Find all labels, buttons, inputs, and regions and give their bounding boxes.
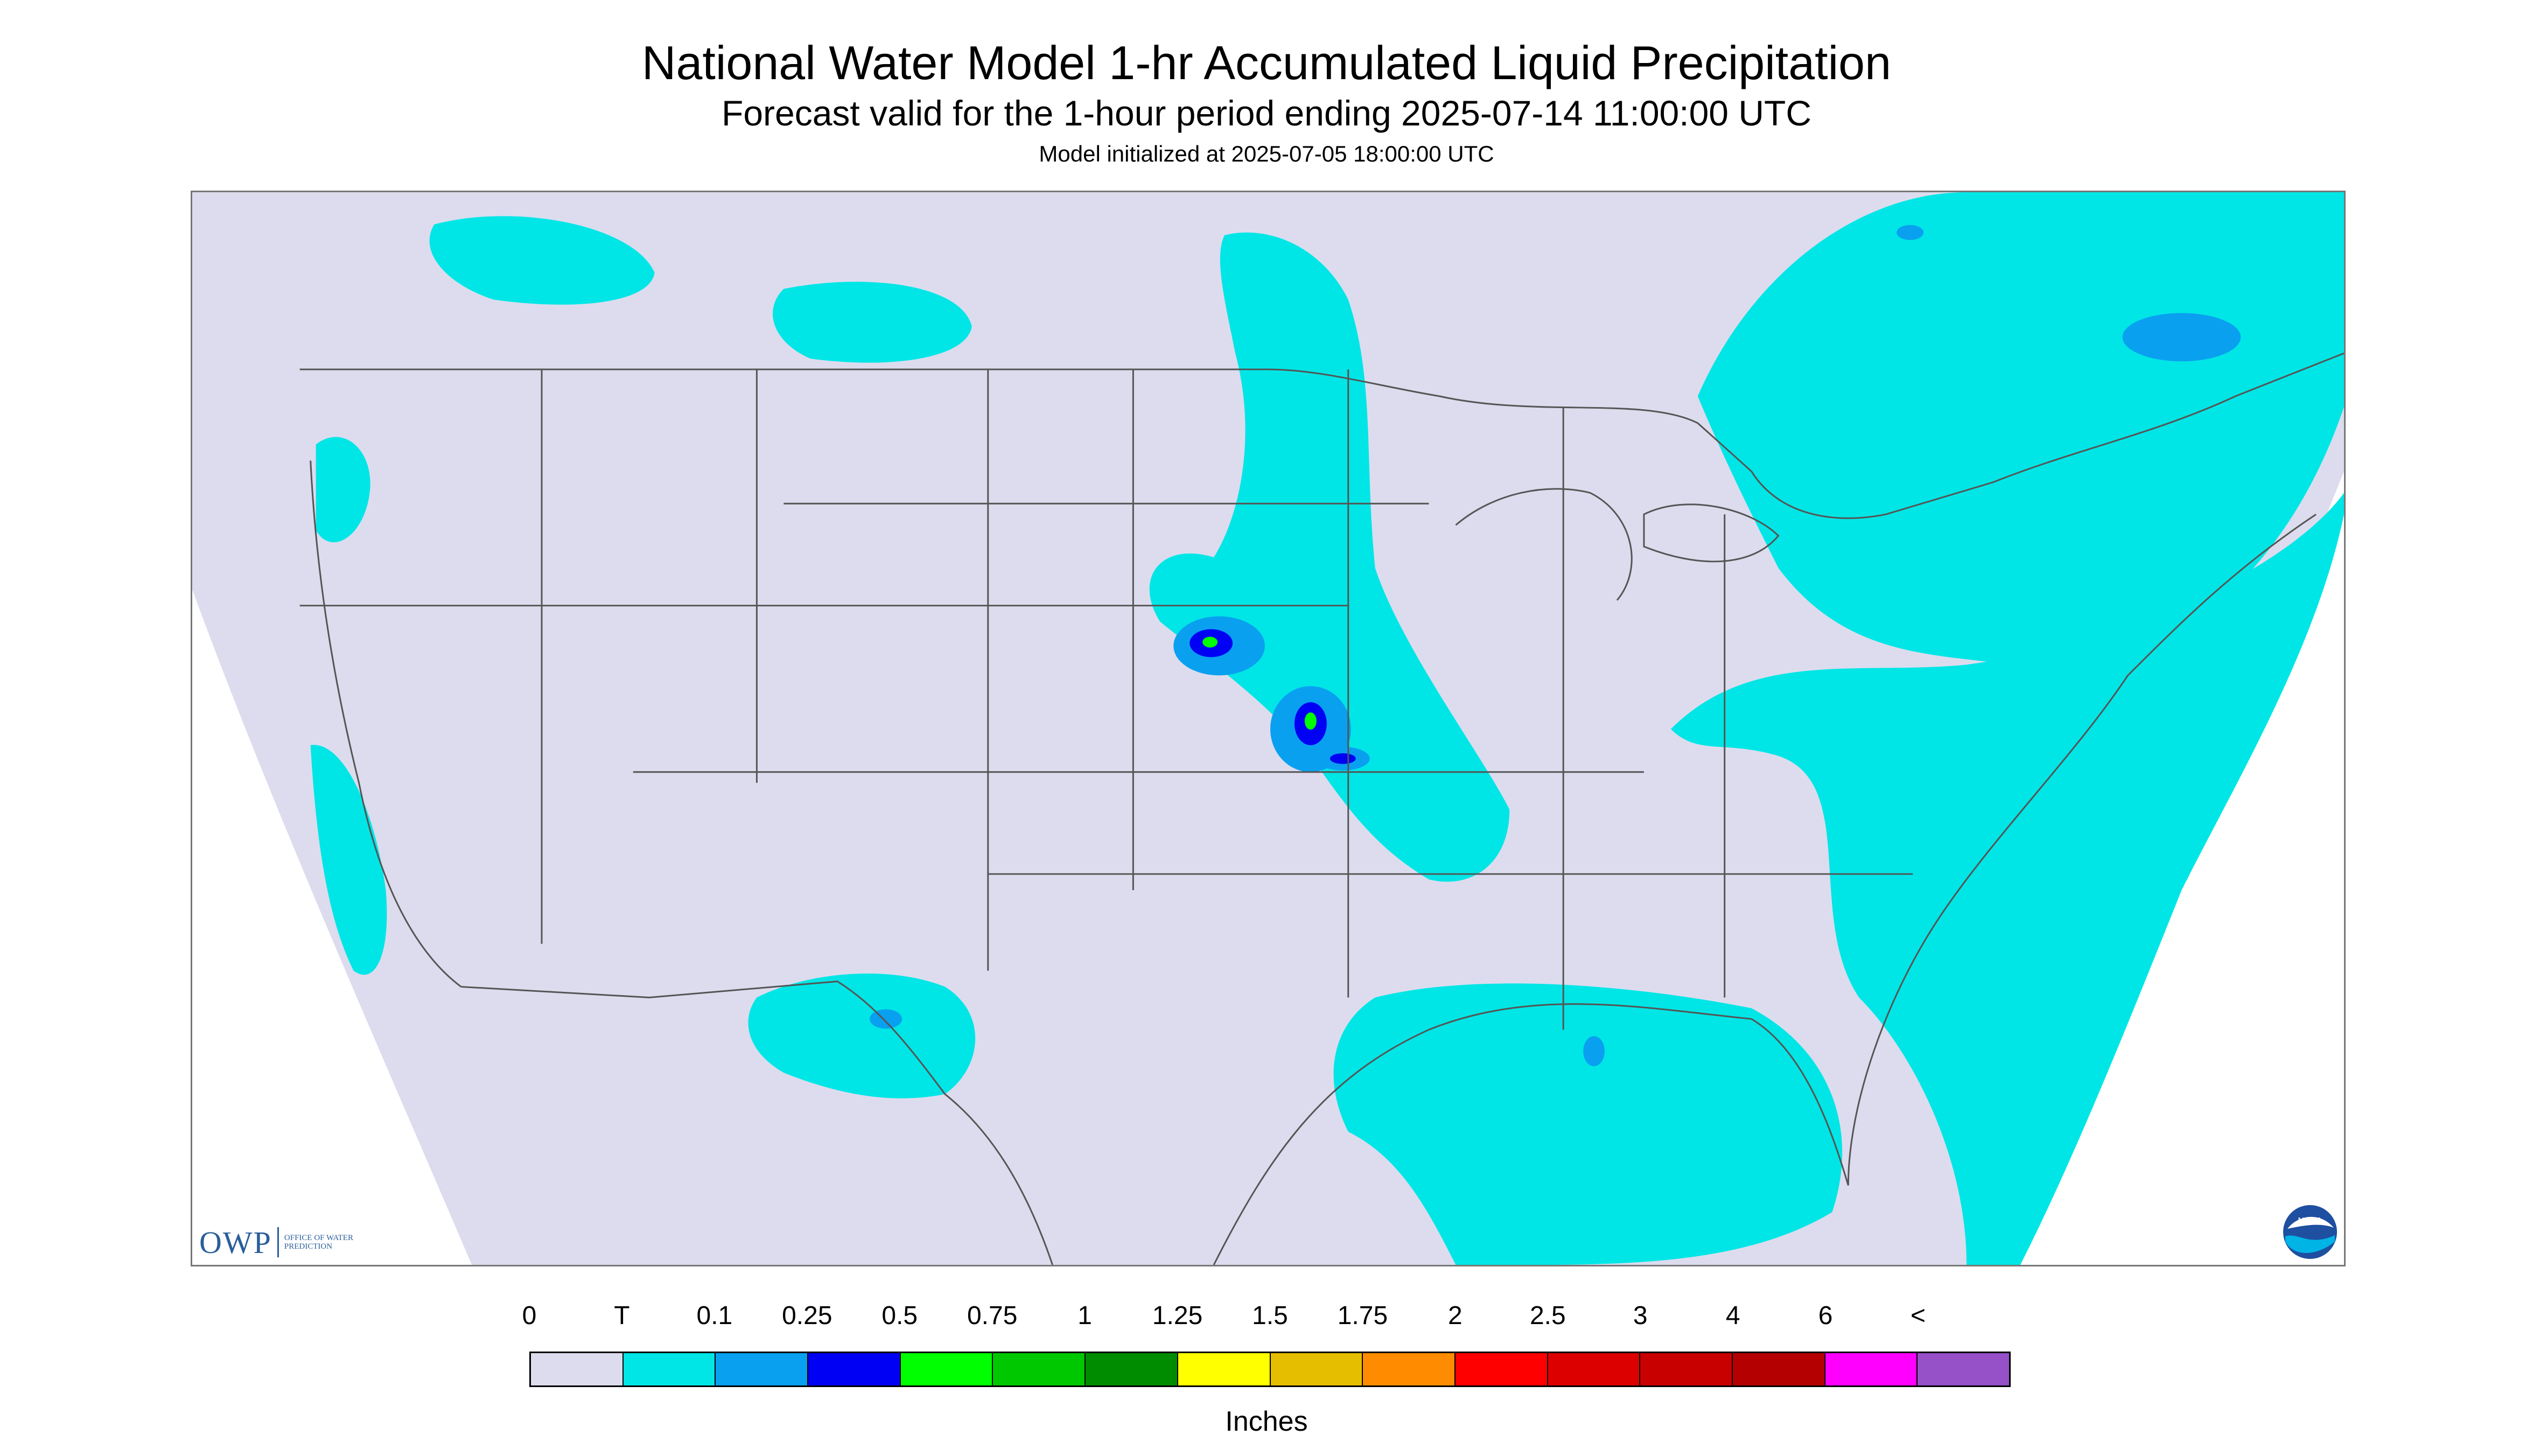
precip-area-canada-west <box>429 216 655 305</box>
atlantic-coast <box>1847 513 2317 1186</box>
precip-area-canada-east <box>1697 192 2344 676</box>
model-init-text: Model initialized at 2025-07-05 18:00:00… <box>1039 141 1494 166</box>
legend-swatch <box>1548 1353 1641 1385</box>
legend-color-bar <box>529 1352 2011 1387</box>
legend-label: < <box>1911 1301 1926 1330</box>
legend-label: 2.5 <box>1529 1301 1566 1330</box>
lake-huron-outline <box>1643 503 1780 563</box>
us-mexico-border <box>461 981 1054 1265</box>
legend-label: 4 <box>1725 1301 1740 1330</box>
noaa-emblem-icon: NOAA <box>2283 1205 2337 1259</box>
precipitation-map <box>191 191 2346 1266</box>
precip-area-baja <box>310 745 387 975</box>
precip-core-missouri-inner <box>1330 753 1356 764</box>
legend-label: 6 <box>1818 1301 1833 1330</box>
legend-swatch <box>531 1353 624 1385</box>
precip-core-quebec-south <box>2122 313 2241 362</box>
precip-core-texas <box>870 1009 902 1029</box>
legend-label: 0.75 <box>967 1301 1018 1330</box>
owp-logo-text: OWP <box>199 1224 272 1260</box>
legend-swatch <box>1178 1353 1271 1385</box>
legend-swatch <box>1640 1353 1733 1385</box>
geographic-borders <box>299 352 2344 1265</box>
legend-label: 2 <box>1448 1301 1463 1330</box>
legend-swatch <box>993 1353 1086 1385</box>
legend-swatch <box>1455 1353 1548 1385</box>
precip-area-plains <box>1149 232 1510 882</box>
legend-label: 1.75 <box>1337 1301 1388 1330</box>
legend-swatch <box>808 1353 901 1385</box>
precip-area-gulf <box>1333 983 1843 1265</box>
great-lakes-outline <box>1455 488 1633 601</box>
us-pacific-coast <box>310 460 462 988</box>
outside-domain-right <box>1998 471 2344 1265</box>
legend-swatch <box>716 1353 809 1385</box>
legend-swatch <box>1918 1353 2009 1385</box>
legend-swatch <box>1270 1353 1363 1385</box>
precip-core-kansas-center <box>1304 712 1317 730</box>
precip-area-pacific-nw <box>316 437 370 543</box>
owp-logo-subtext: OFFICE OF WATER PREDICTION <box>284 1234 353 1251</box>
legend-swatch <box>1086 1353 1178 1385</box>
svg-text:NOAA: NOAA <box>2298 1216 2322 1226</box>
legend-swatch <box>623 1353 716 1385</box>
legend-swatch <box>1363 1353 1456 1385</box>
legend-label: T <box>614 1301 630 1330</box>
legend-label: 1 <box>1077 1301 1092 1330</box>
map-svg <box>192 192 2344 1265</box>
precip-core-nebraska-center <box>1202 636 1218 648</box>
us-canada-border <box>299 352 2344 519</box>
owp-logo: OWP OFFICE OF WATER PREDICTION <box>199 1223 360 1261</box>
outside-domain-left <box>192 589 472 1265</box>
precip-area-atlantic <box>1670 493 2344 1265</box>
precip-area-texas-mexico <box>748 973 976 1098</box>
legend-label: 1.5 <box>1252 1301 1288 1330</box>
legend-label: 0.5 <box>881 1301 918 1330</box>
precip-core-gulf <box>1583 1036 1605 1067</box>
heavier-precipitation-cores <box>870 225 2241 1067</box>
precip-core-quebec <box>1897 225 1924 240</box>
legend-label: 3 <box>1633 1301 1648 1330</box>
legend-label: 0.25 <box>782 1301 832 1330</box>
map-subtitle: Forecast valid for the 1-hour period end… <box>722 93 1811 133</box>
owp-logo-separator <box>277 1227 279 1257</box>
legend-units: Inches <box>1225 1406 1308 1437</box>
legend-label: 0.1 <box>696 1301 733 1330</box>
legend-swatch <box>900 1353 993 1385</box>
legend-label: 0 <box>522 1301 537 1330</box>
trace-precipitation-areas <box>310 192 2344 1265</box>
legend-labels: 0 T 0.1 0.25 0.5 0.75 1 1.25 1.5 1.75 2 2.5 3 4 6 < <box>0 1301 2533 1339</box>
legend-swatch <box>1732 1353 1825 1385</box>
precip-area-canada-central <box>772 282 972 363</box>
legend-label: 1.25 <box>1152 1301 1203 1330</box>
legend-swatch <box>1825 1353 1918 1385</box>
map-title: National Water Model 1-hr Accumulated Li… <box>641 36 1892 89</box>
gulf-coast <box>1213 1003 1849 1265</box>
